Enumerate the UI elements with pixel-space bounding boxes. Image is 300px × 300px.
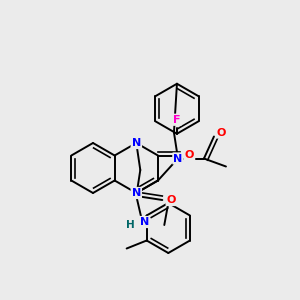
Text: N: N xyxy=(132,188,141,198)
Text: N: N xyxy=(140,217,149,227)
Text: H: H xyxy=(126,220,135,230)
Text: O: O xyxy=(185,151,194,160)
Text: O: O xyxy=(216,128,226,137)
Text: N: N xyxy=(132,138,141,148)
Text: F: F xyxy=(173,115,181,125)
Text: O: O xyxy=(167,195,176,205)
Text: N: N xyxy=(173,154,183,164)
